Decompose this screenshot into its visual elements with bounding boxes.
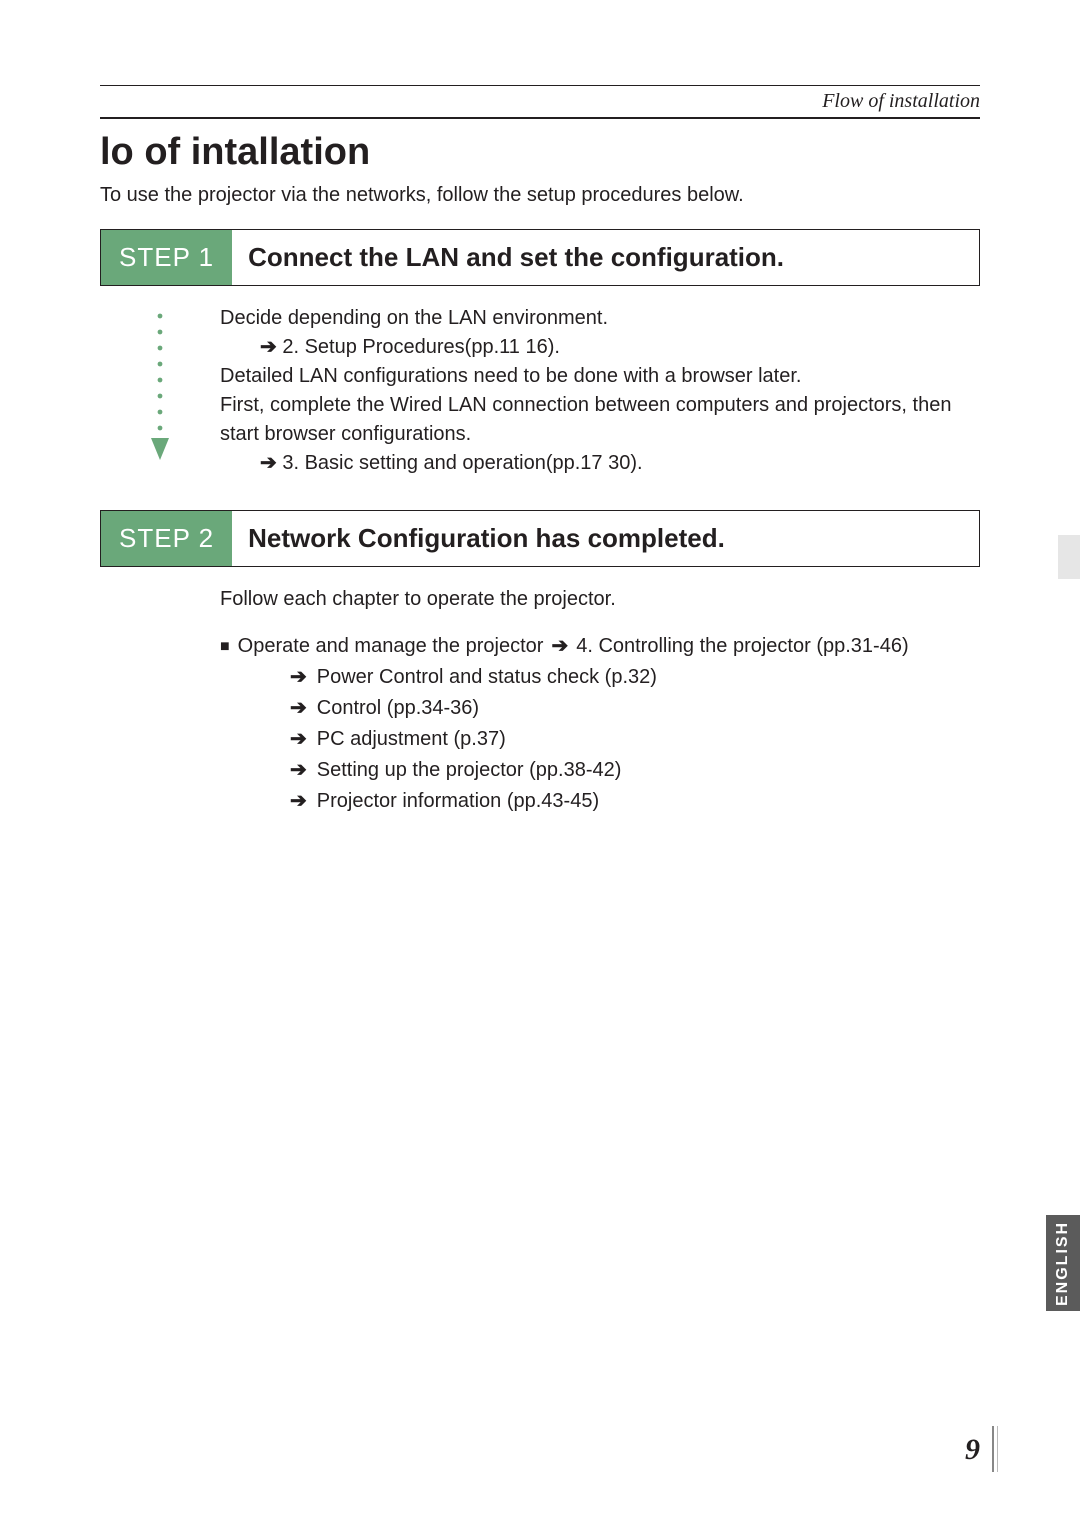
arrow-icon: ➔ xyxy=(290,787,307,816)
arrow-icon: ➔ xyxy=(260,336,277,358)
header-rule-top xyxy=(100,85,980,86)
step2-sub-a: Power Control and status check (p.32) xyxy=(317,663,657,692)
step2-tag: STEP 2 xyxy=(101,511,232,566)
step1-tag: STEP 1 xyxy=(101,230,232,285)
step1-first: First, complete the Wired LAN connection… xyxy=(220,391,980,449)
step2-sub-c: PC adjustment (p.37) xyxy=(317,725,506,754)
step1-body: Decide depending on the LAN environment.… xyxy=(100,304,980,480)
step2-sub-b: Control (pp.34-36) xyxy=(317,694,479,723)
step2-box: STEP 2 Network Configuration has complet… xyxy=(100,510,980,567)
intro-text: To use the projector via the networks, f… xyxy=(100,184,980,207)
page-number-rule xyxy=(997,1426,998,1472)
arrow-icon: ➔ xyxy=(260,452,277,474)
running-head: Flow of installation xyxy=(100,90,980,113)
step2-bullet-lead: Operate and manage the projector xyxy=(238,632,544,661)
step1-detailed: Detailed LAN configurations need to be d… xyxy=(220,362,980,391)
arrow-icon: ➔ xyxy=(290,756,307,785)
page-number-rule xyxy=(992,1426,994,1472)
side-stub xyxy=(1058,535,1080,579)
arrow-icon: ➔ xyxy=(290,725,307,754)
step2-bullet-ref: 4. Controlling the projector (pp.31-46) xyxy=(576,632,908,661)
page-number: 9 xyxy=(965,1433,980,1467)
step2-follow: Follow each chapter to operate the proje… xyxy=(220,585,980,614)
step2-sub-d: Setting up the projector (pp.38-42) xyxy=(317,756,622,785)
square-bullet-icon: ■ xyxy=(220,635,230,658)
step1-box: STEP 1 Connect the LAN and set the confi… xyxy=(100,229,980,286)
header-rule-bottom xyxy=(100,117,980,119)
step2-bullet: ■ Operate and manage the projector ➔ 4. … xyxy=(220,632,980,661)
step2-body: Follow each chapter to operate the proje… xyxy=(100,585,980,818)
step1-title: Connect the LAN and set the configuratio… xyxy=(232,230,800,285)
arrow-icon: ➔ xyxy=(290,694,307,723)
step1-setup-ref: 2. Setup Procedures(pp.11 16). xyxy=(282,336,560,358)
arrow-icon: ➔ xyxy=(290,663,307,692)
page-title: lo of intallation xyxy=(100,131,980,174)
arrow-icon: ➔ xyxy=(551,632,568,661)
flow-arrow xyxy=(100,304,220,480)
step1-basic-ref: 3. Basic setting and operation(pp.17 30)… xyxy=(282,452,642,474)
step2-sub-e: Projector information (pp.43-45) xyxy=(317,787,599,816)
step1-decide: Decide depending on the LAN environment. xyxy=(220,304,980,333)
step2-title: Network Configuration has completed. xyxy=(232,511,741,566)
language-tab: ENGLISH xyxy=(1046,1215,1080,1311)
